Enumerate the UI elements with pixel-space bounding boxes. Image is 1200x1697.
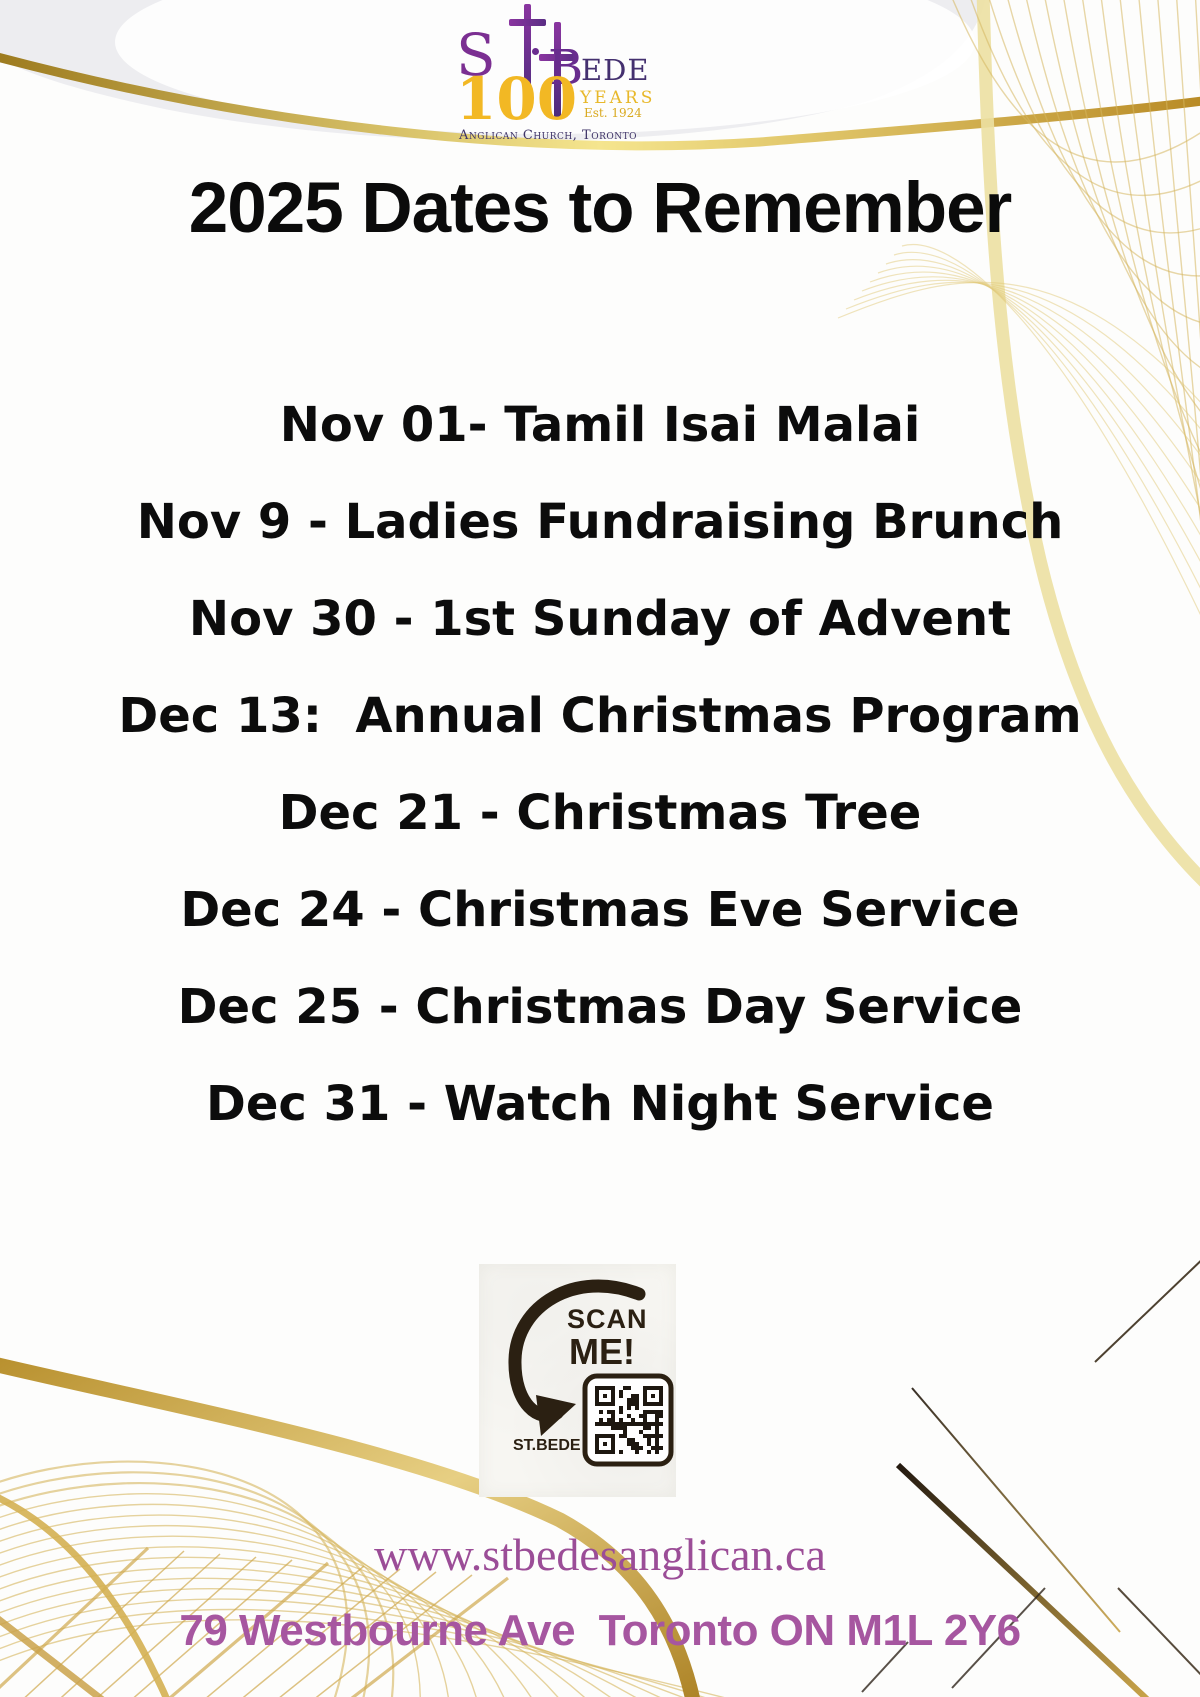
curved-arrow-icon xyxy=(508,1279,646,1436)
logo-dot xyxy=(532,48,539,55)
logo-church-name: Anglican Church, Toronto xyxy=(459,128,637,143)
event-item: Dec 31 - Watch Night Service xyxy=(206,1076,994,1132)
qr-code xyxy=(582,1373,674,1467)
event-item: Nov 30 - 1st Sunday of Advent xyxy=(188,591,1012,647)
logo-letter-b: B xyxy=(548,40,584,96)
logo-years-label: YEARS xyxy=(580,88,656,108)
event-item: Dec 13: Annual Christmas Program xyxy=(118,688,1082,744)
website-url: www.stbedesanglican.ca xyxy=(374,1529,826,1580)
event-item: Nov 01- Tamil Isai Malai xyxy=(279,397,921,453)
logo-100-years-number: 100 xyxy=(456,65,578,133)
event-item: Nov 9 - Ladies Fundraising Brunch xyxy=(136,494,1064,550)
event-item: Dec 25 - Christmas Day Service xyxy=(177,979,1023,1035)
me-text: ME! xyxy=(569,1331,635,1372)
logo-letter-s: S xyxy=(456,21,496,89)
logo-letters-ede: EDE xyxy=(581,53,650,87)
top-gold-arc xyxy=(0,52,1200,151)
scan-me-block: SCAN ME! ST.BEDE xyxy=(479,1264,676,1497)
poster-title: 2025 Dates to Remember xyxy=(188,169,1013,248)
stbede-label: ST.BEDE xyxy=(513,1437,581,1454)
logo-established-label: Est. 1924 xyxy=(584,106,642,120)
scan-text: SCAN xyxy=(567,1304,648,1334)
church-logo: S B EDE 100 YEARS Est. 1924 Anglican Chu… xyxy=(428,4,668,144)
right-pale-curve xyxy=(976,0,1200,887)
event-item: Dec 21 - Christmas Tree xyxy=(278,785,922,841)
address-line: 79 Westbourne Ave Toronto ON M1L 2Y6 xyxy=(179,1606,1021,1655)
events-list: Nov 01- Tamil Isai Malai Nov 9 - Ladies … xyxy=(0,377,1200,1153)
event-item: Dec 24 - Christmas Eve Service xyxy=(180,882,1020,938)
